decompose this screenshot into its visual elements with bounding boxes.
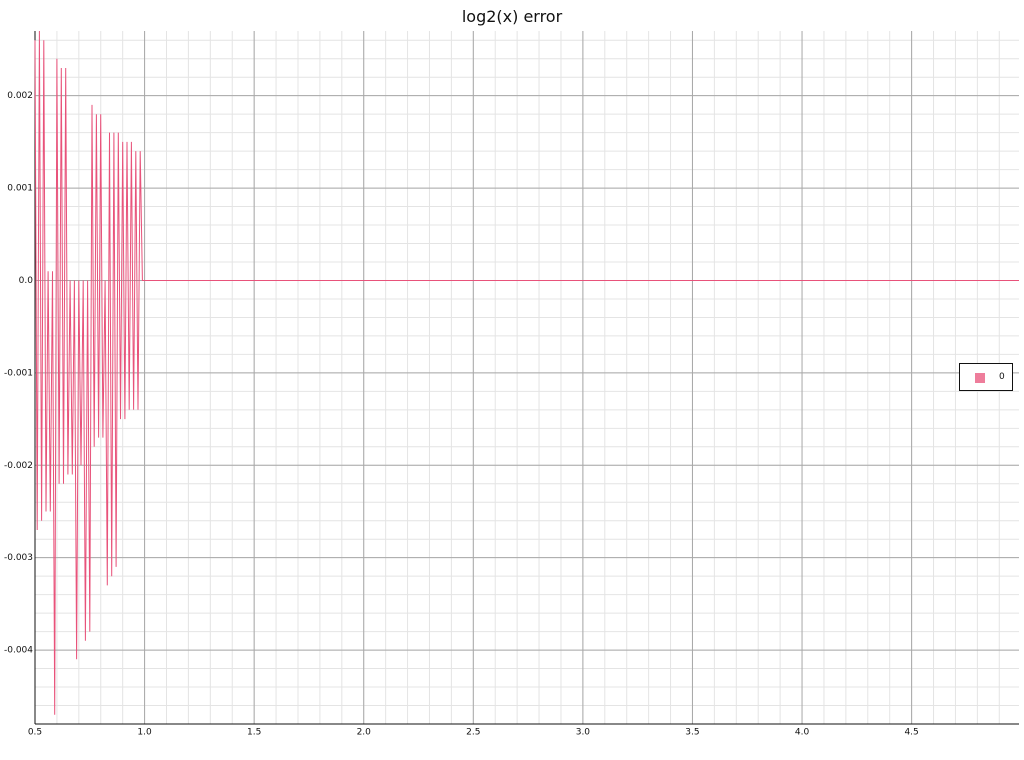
y-tick-label: -0.003 <box>4 553 33 563</box>
x-tick-label: 1.0 <box>137 728 152 738</box>
x-tick-label: 1.5 <box>247 728 261 738</box>
x-tick-label: 2.5 <box>466 728 480 738</box>
y-tick-label: 0.002 <box>7 91 33 101</box>
x-tick-label: 4.5 <box>904 728 918 738</box>
x-tick-label: 3.5 <box>685 728 699 738</box>
x-tick-label: 0.5 <box>28 728 42 738</box>
legend-swatch <box>975 373 985 383</box>
legend-label: 0 <box>999 372 1005 382</box>
legend: 0 <box>959 363 1013 391</box>
y-tick-label: -0.004 <box>4 646 33 656</box>
x-tick-label: 4.0 <box>795 728 810 738</box>
y-tick-label: 0.0 <box>19 276 34 286</box>
y-tick-label: 0.001 <box>7 184 33 194</box>
series-line-0 <box>34 30 1019 715</box>
x-tick-label: 3.0 <box>576 728 591 738</box>
chart-title: log2(x) error <box>461 7 563 26</box>
x-tick-label: 2.0 <box>357 728 372 738</box>
y-tick-label: -0.001 <box>4 368 33 378</box>
y-tick-label: -0.002 <box>4 461 33 471</box>
